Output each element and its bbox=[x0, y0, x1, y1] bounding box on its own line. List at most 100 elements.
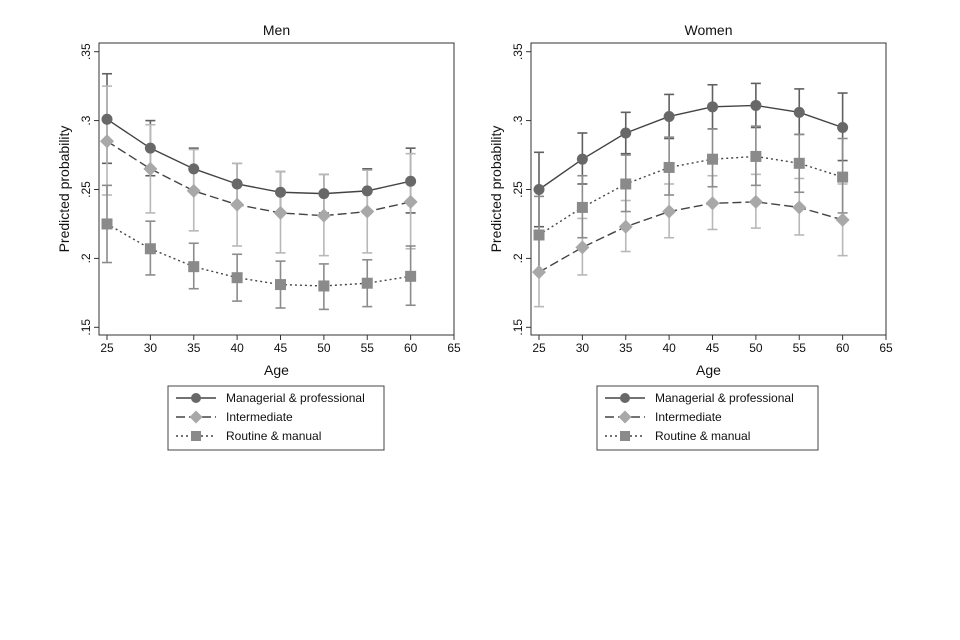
circle-marker bbox=[620, 127, 632, 139]
diamond-marker bbox=[186, 183, 201, 198]
panel-title: Men bbox=[263, 22, 290, 38]
diamond-marker bbox=[618, 410, 632, 424]
series-line-2 bbox=[101, 218, 417, 292]
circle-marker bbox=[707, 101, 718, 113]
circle-marker bbox=[275, 186, 286, 198]
y-tick-label: .15 bbox=[79, 319, 93, 336]
series-1 bbox=[534, 173, 848, 308]
circle-marker bbox=[231, 178, 243, 190]
x-axis-label: Age bbox=[696, 362, 721, 378]
square-marker bbox=[144, 243, 156, 255]
square-marker bbox=[576, 201, 588, 213]
legend-label: Routine & manual bbox=[655, 429, 750, 443]
series-line bbox=[106, 140, 411, 217]
series-line-2 bbox=[533, 150, 849, 241]
diamond-marker bbox=[575, 240, 590, 255]
square-marker bbox=[275, 279, 286, 291]
circle-marker bbox=[663, 110, 675, 122]
square-marker bbox=[101, 218, 113, 230]
panel-men: Men Age Predicted probability 25 30 35 40 45 50 5… bbox=[56, 22, 461, 451]
series-line-1 bbox=[532, 194, 850, 280]
circle-marker bbox=[620, 393, 630, 403]
legend: Managerial & professional Intermediate Rou… bbox=[167, 385, 385, 451]
x-tick-label: 25 bbox=[100, 341, 114, 355]
square-marker bbox=[620, 431, 630, 441]
square-marker bbox=[663, 161, 675, 173]
square-marker bbox=[533, 229, 545, 241]
diamond-marker bbox=[360, 204, 375, 219]
plot-frame bbox=[530, 42, 887, 336]
diamond-marker bbox=[662, 204, 677, 219]
y-axis-label: Predicted probability bbox=[56, 126, 72, 253]
y-tick-label: .35 bbox=[511, 43, 525, 60]
series-line bbox=[538, 155, 843, 236]
diamond-marker bbox=[316, 208, 331, 223]
square-marker bbox=[793, 157, 805, 169]
y-tick-label: .3 bbox=[79, 115, 93, 125]
circle-marker bbox=[533, 184, 545, 195]
diamond-marker bbox=[532, 265, 546, 280]
x-tick-label: 55 bbox=[793, 341, 807, 355]
diamond-marker bbox=[403, 194, 418, 209]
x-tick-label: 50 bbox=[749, 341, 763, 355]
diamond-marker bbox=[618, 219, 633, 234]
x-tick-label: 30 bbox=[576, 341, 590, 355]
series-line bbox=[106, 118, 411, 195]
diamond-marker bbox=[143, 161, 158, 176]
x-tick-label: 55 bbox=[361, 341, 375, 355]
legend-label: Routine & manual bbox=[226, 429, 321, 443]
square-marker bbox=[231, 272, 243, 284]
diamond-marker bbox=[100, 134, 114, 149]
y-tick-label: .15 bbox=[511, 319, 525, 336]
circle-marker bbox=[576, 153, 588, 165]
square-marker bbox=[750, 150, 762, 162]
y-tick-label: .35 bbox=[79, 43, 93, 60]
y-tick-label: .25 bbox=[511, 181, 525, 198]
legend: Managerial & professional Intermediate Rou… bbox=[596, 385, 819, 451]
square-marker bbox=[361, 277, 373, 289]
panel-women: Women Age Predicted probability 25 30 35 40 45 5… bbox=[488, 22, 893, 451]
diamond-marker bbox=[835, 212, 850, 227]
x-tick-label: 60 bbox=[836, 341, 850, 355]
legend-label: Intermediate bbox=[226, 410, 293, 424]
x-tick-label: 65 bbox=[879, 341, 893, 355]
x-tick-label: 30 bbox=[144, 341, 158, 355]
y-tick-label: .2 bbox=[511, 253, 525, 263]
series-line bbox=[538, 104, 843, 191]
square-marker bbox=[620, 178, 632, 190]
x-tick-label: 45 bbox=[274, 341, 288, 355]
circle-marker bbox=[188, 163, 200, 175]
circle-marker bbox=[361, 185, 373, 197]
circle-marker bbox=[101, 113, 113, 125]
x-tick-label: 45 bbox=[706, 341, 720, 355]
x-tick-label: 35 bbox=[619, 341, 633, 355]
circle-marker bbox=[144, 142, 156, 154]
legend-label: Intermediate bbox=[655, 410, 722, 424]
x-tick-label: 65 bbox=[447, 341, 461, 355]
circle-marker bbox=[837, 121, 849, 133]
y-tick-label: .25 bbox=[79, 181, 93, 198]
diamond-marker bbox=[273, 205, 288, 220]
y-tick-label: .2 bbox=[79, 253, 93, 263]
square-marker bbox=[318, 280, 330, 292]
circle-marker bbox=[318, 188, 330, 200]
x-tick-label: 40 bbox=[662, 341, 676, 355]
series-line bbox=[106, 223, 411, 287]
diamond-marker bbox=[792, 200, 807, 215]
x-tick-label: 60 bbox=[404, 341, 418, 355]
legend-label: Managerial & professional bbox=[655, 391, 794, 405]
x-tick-label: 40 bbox=[230, 341, 244, 355]
series-line-0 bbox=[533, 99, 849, 195]
series-line-0 bbox=[101, 113, 417, 200]
legend-label: Managerial & professional bbox=[226, 391, 365, 405]
x-tick-label: 50 bbox=[317, 341, 331, 355]
legend-box bbox=[167, 385, 385, 451]
legend-box bbox=[596, 385, 819, 451]
circle-marker bbox=[750, 99, 762, 111]
diamond-marker bbox=[748, 194, 763, 209]
diamond-marker bbox=[189, 410, 203, 424]
diamond-marker bbox=[705, 196, 720, 211]
panel-title: Women bbox=[685, 22, 733, 38]
square-marker bbox=[837, 171, 849, 183]
